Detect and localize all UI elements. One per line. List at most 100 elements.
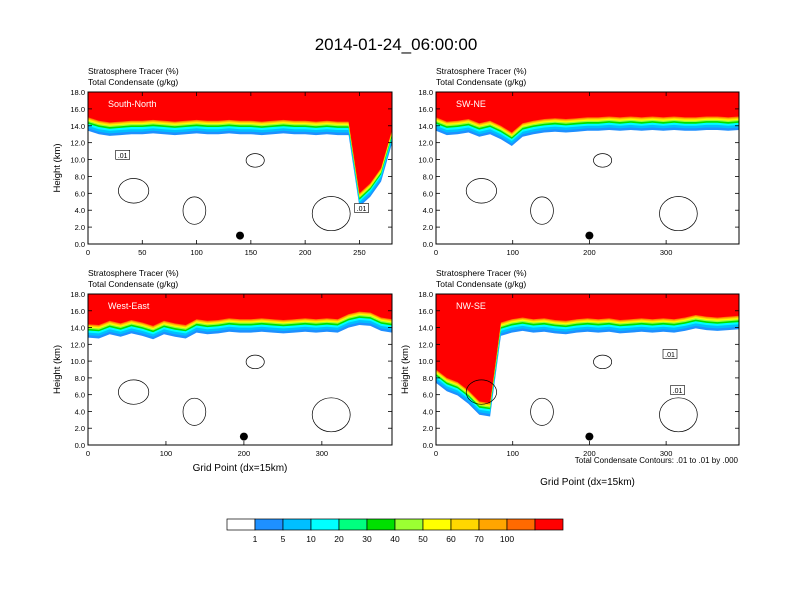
panel-label: South-North bbox=[108, 99, 157, 109]
y-axis-label: Height (km) bbox=[400, 345, 411, 394]
y-tick-label: 18.0 bbox=[418, 88, 433, 97]
x-tick-label: 100 bbox=[190, 248, 203, 257]
plot-area bbox=[436, 92, 739, 232]
y-tick-label: 8.0 bbox=[423, 374, 433, 383]
subtitle-condensate: Total Condensate (g/kg) bbox=[436, 279, 526, 289]
condensate-contour bbox=[659, 196, 698, 232]
condensate-contour bbox=[311, 397, 351, 433]
colorbar-swatch bbox=[254, 518, 284, 531]
condensate-contour bbox=[465, 379, 497, 405]
y-tick-label: 2.0 bbox=[75, 424, 85, 433]
x-tick-label: 300 bbox=[316, 449, 329, 458]
y-tick-label: 10.0 bbox=[70, 357, 85, 366]
y-tick-label: 2.0 bbox=[423, 424, 433, 433]
colorbar-label: 1 bbox=[253, 534, 258, 544]
plot-frame bbox=[435, 91, 740, 245]
plot-area: .01 .01 bbox=[88, 92, 392, 232]
tracer-core bbox=[436, 92, 739, 133]
location-marker bbox=[585, 432, 594, 441]
condensate-contour bbox=[465, 178, 497, 204]
tracer-core bbox=[88, 92, 392, 194]
y-tick-label: 12.0 bbox=[418, 340, 433, 349]
x-tick-label: 100 bbox=[506, 248, 519, 257]
subtitle-condensate: Total Condensate (g/kg) bbox=[88, 279, 178, 289]
x-tick-label: 100 bbox=[506, 449, 519, 458]
y-tick-label: 16.0 bbox=[418, 105, 433, 114]
x-tick-label: 200 bbox=[583, 248, 596, 257]
y-tick-label: 6.0 bbox=[423, 189, 433, 198]
panel-sw-ne: 0.0 2.0 4.0 6.0 8.0 10.0 12.0 14.0 16.0 18.0 0 100 2… bbox=[418, 66, 740, 257]
y-tick-label: 2.0 bbox=[423, 223, 433, 232]
x-axis-label: Grid Point (dx=15km) bbox=[193, 463, 288, 474]
panels: .01 .01 0.0 2.0 4.0 6.0 8.0 10.0 12.0 14.0 16.0 18.… bbox=[52, 66, 740, 488]
subtitle-tracer: Stratosphere Tracer (%) bbox=[88, 268, 179, 278]
y-tick-label: 12.0 bbox=[418, 139, 433, 148]
colorbar-swatch bbox=[478, 518, 508, 531]
colorbar-label: 30 bbox=[362, 534, 372, 544]
y-tick-label: 12.0 bbox=[70, 139, 85, 148]
colorbar-swatch bbox=[310, 518, 340, 531]
colorbar: 1 5 10 20 30 40 50 60 70 100 bbox=[226, 518, 564, 544]
colorbar-label: 70 bbox=[474, 534, 484, 544]
y-tick-label: 8.0 bbox=[75, 172, 85, 181]
colorbar-swatch bbox=[422, 518, 452, 531]
plot-frame bbox=[87, 293, 393, 446]
y-tick-label: 8.0 bbox=[423, 172, 433, 181]
y-tick-label: 16.0 bbox=[70, 307, 85, 316]
subtitle-condensate: Total Condensate (g/kg) bbox=[436, 77, 526, 87]
plot-frame bbox=[87, 91, 393, 245]
y-tick-label: 10.0 bbox=[418, 357, 433, 366]
condensate-contour bbox=[118, 178, 150, 204]
y-tick-label: 4.0 bbox=[423, 206, 433, 215]
x-tick-label: 200 bbox=[583, 449, 596, 458]
y-tick-label: 10.0 bbox=[418, 156, 433, 165]
colorbar-swatch bbox=[366, 518, 396, 531]
condensate-contour bbox=[182, 196, 207, 225]
location-marker bbox=[585, 231, 594, 240]
y-tick-label: 6.0 bbox=[75, 189, 85, 198]
y-tick-label: 4.0 bbox=[75, 206, 85, 215]
x-tick-label: 50 bbox=[138, 248, 146, 257]
colorbar-label: 60 bbox=[446, 534, 456, 544]
figure-title: 2014-01-24_06:00:00 bbox=[315, 35, 478, 54]
contour-label-box bbox=[354, 203, 369, 213]
subtitle-tracer: Stratosphere Tracer (%) bbox=[88, 66, 179, 76]
colorbar-swatch bbox=[226, 518, 256, 531]
y-tick-label: 0.0 bbox=[75, 240, 85, 249]
subtitle-tracer: Stratosphere Tracer (%) bbox=[436, 268, 527, 278]
y-tick-label: 18.0 bbox=[70, 88, 85, 97]
location-marker bbox=[239, 432, 248, 441]
panel-west-east: 0.0 2.0 4.0 6.0 8.0 10.0 12.0 14.0 16.0 18.0 0 100 2… bbox=[52, 268, 393, 474]
panel-south-north: .01 .01 0.0 2.0 4.0 6.0 8.0 10.0 12.0 14.0 16.0 18.… bbox=[52, 66, 393, 257]
contour-label: .01 bbox=[118, 153, 128, 160]
y-tick-label: 12.0 bbox=[70, 340, 85, 349]
y-tick-label: 16.0 bbox=[70, 105, 85, 114]
y-tick-label: 4.0 bbox=[423, 407, 433, 416]
panel-label: NW-SE bbox=[456, 301, 486, 311]
x-tick-label: 300 bbox=[660, 449, 673, 458]
y-tick-label: 10.0 bbox=[70, 156, 85, 165]
panel-label: SW-NE bbox=[456, 99, 486, 109]
colorbar-label: 20 bbox=[334, 534, 344, 544]
x-tick-label: 250 bbox=[353, 248, 366, 257]
plot-area: .01 .01 bbox=[436, 294, 739, 433]
y-tick-label: 18.0 bbox=[418, 290, 433, 299]
x-tick-label: 300 bbox=[660, 248, 673, 257]
y-tick-label: 0.0 bbox=[75, 441, 85, 450]
y-tick-label: 4.0 bbox=[75, 407, 85, 416]
y-axis-label: Height (km) bbox=[52, 143, 63, 192]
contour-label-box bbox=[115, 150, 130, 160]
condensate-contour bbox=[311, 196, 351, 232]
y-tick-label: 14.0 bbox=[70, 122, 85, 131]
y-tick-label: 14.0 bbox=[70, 324, 85, 333]
x-tick-label: 200 bbox=[299, 248, 312, 257]
condensate-contour bbox=[659, 397, 698, 433]
x-tick-label: 0 bbox=[434, 248, 438, 257]
y-tick-label: 2.0 bbox=[75, 223, 85, 232]
condensate-contour bbox=[593, 153, 613, 168]
y-tick-label: 14.0 bbox=[418, 324, 433, 333]
y-tick-label: 18.0 bbox=[70, 290, 85, 299]
y-tick-label: 0.0 bbox=[423, 240, 433, 249]
y-tick-label: 6.0 bbox=[75, 391, 85, 400]
